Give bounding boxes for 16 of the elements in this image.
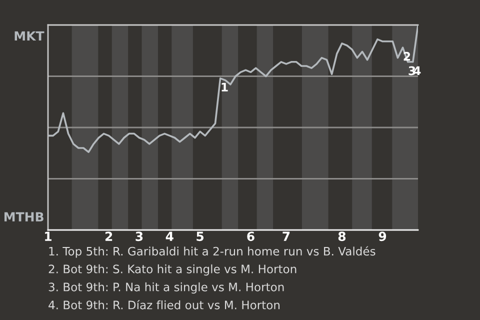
x-tick-label: 8 [338,232,346,242]
x-tick-label: 2 [105,232,112,241]
text: MTHB [4,212,44,222]
x-tick-label: 5 [196,232,204,242]
x-tick-label: 6 [247,232,254,242]
text: 3. Bot 9th: P. Na hit a single vs M. Horton [48,282,284,294]
annotation: 1 [222,82,228,92]
x-tick-label: 9 [378,232,386,242]
text: MKT [14,31,44,40]
text: 1. Top 5th: R. Garibaldi hit a 2-run home run vs B. Valdés [49,246,376,258]
x-tick-label: 7 [282,232,290,241]
text: 2. Bot 9th: S. Kato hit a single vs M. Horton [48,264,296,276]
text: 4. Bot 9th: R. Díaz flied out vs M. Horton [48,300,280,310]
x-tick-label: 3 [136,232,143,242]
x-tick-label: 1 [45,232,52,241]
x-tick-label: 4 [166,232,174,241]
